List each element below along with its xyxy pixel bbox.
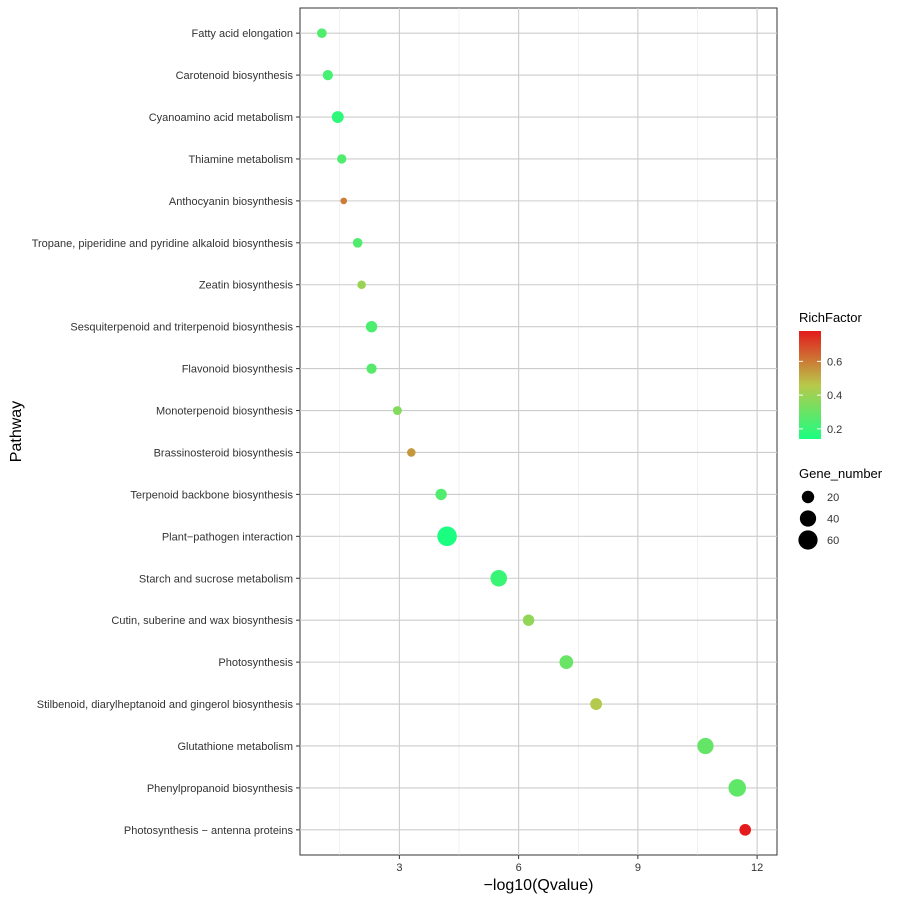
y-tick-label: Phenylpropanoid biosynthesis [147, 783, 294, 795]
y-tick-label: Plant−pathogen interaction [162, 531, 293, 543]
data-point [435, 488, 447, 501]
data-point [437, 526, 457, 547]
x-axis-ticks: 3 6 9 12 [396, 855, 763, 874]
data-point [337, 154, 347, 164]
x-axis-title: −log10(Qvalue) [484, 877, 594, 894]
y-tick-label: Monoterpenoid biosynthesis [156, 406, 293, 418]
x-tick-label: 6 [516, 862, 522, 874]
y-tick-label: Tropane, piperidine and pyridine alkaloi… [32, 238, 294, 250]
y-tick-label: Glutathione metabolism [177, 741, 293, 753]
richfactor-legend-ticks: 0.2 0.4 0.6 [799, 356, 842, 436]
x-tick-label: 9 [635, 862, 641, 874]
richfactor-legend-title: RichFactor [799, 310, 863, 325]
data-point [352, 237, 363, 248]
data-point [340, 197, 348, 205]
size-legend-label: 40 [827, 514, 839, 526]
data-point [697, 737, 714, 755]
data-point [739, 824, 752, 836]
size-legend-label: 20 [827, 492, 839, 504]
y-tick-label: Zeatin biosynthesis [199, 280, 294, 292]
data-point [365, 320, 378, 333]
richfactor-colorbar [799, 331, 821, 439]
y-tick-label: Cutin, suberine and wax biosynthesis [111, 615, 293, 627]
size-legend-circle [799, 510, 817, 527]
y-tick-label: Thiamine metabolism [188, 154, 293, 166]
gene-number-legend: Gene_number 20 40 60 [798, 466, 883, 550]
size-legend-circle [798, 530, 818, 550]
gene-number-legend-title: Gene_number [799, 466, 883, 481]
y-tick-label: Carotenoid biosynthesis [176, 70, 294, 82]
y-tick-label: Photosynthesis [218, 657, 293, 669]
data-point [559, 655, 574, 669]
colorbar-tick-label: 0.2 [827, 424, 842, 436]
colorbar-tick-label: 0.6 [827, 356, 842, 368]
y-tick-label: Starch and sucrose metabolism [139, 573, 293, 585]
y-axis-title: Pathway [8, 401, 25, 462]
y-tick-label: Stilbenoid, diarylheptanoid and gingerol… [37, 699, 294, 711]
data-point [407, 448, 416, 457]
data-point [317, 28, 327, 38]
data-point [522, 614, 535, 626]
y-axis-ticks: Fatty acid elongation Carotenoid biosynth… [32, 28, 300, 837]
y-tick-label: Fatty acid elongation [191, 28, 293, 40]
grid-lines [300, 8, 777, 855]
data-point [392, 406, 402, 416]
y-tick-label: Flavonoid biosynthesis [182, 364, 294, 376]
y-tick-label: Sesquiterpenoid and triterpenoid biosynt… [70, 322, 293, 334]
data-point [331, 111, 344, 123]
plot-panel [299, 7, 778, 856]
y-tick-label: Terpenoid backbone biosynthesis [130, 489, 293, 501]
x-tick-label: 12 [751, 862, 763, 874]
y-tick-label: Photosynthesis − antenna proteins [124, 825, 294, 837]
y-tick-label: Anthocyanin biosynthesis [169, 196, 294, 208]
data-point [490, 569, 508, 587]
y-tick-label: Brassinosteroid biosynthesis [154, 447, 294, 459]
gene-number-legend-items: 20 40 60 [798, 490, 839, 550]
size-legend-label: 60 [827, 535, 839, 547]
data-point [728, 779, 747, 797]
size-legend-circle [801, 490, 815, 504]
colorbar-tick-label: 0.4 [827, 390, 842, 402]
data-points [317, 28, 752, 836]
richfactor-legend: RichFactor 0.2 0.4 0.6 [799, 310, 863, 439]
data-point [590, 698, 603, 711]
data-point [322, 69, 333, 81]
y-tick-label: Cyanoamino acid metabolism [149, 112, 293, 124]
x-tick-label: 3 [396, 862, 402, 874]
data-point [366, 363, 377, 374]
data-point [357, 280, 366, 290]
